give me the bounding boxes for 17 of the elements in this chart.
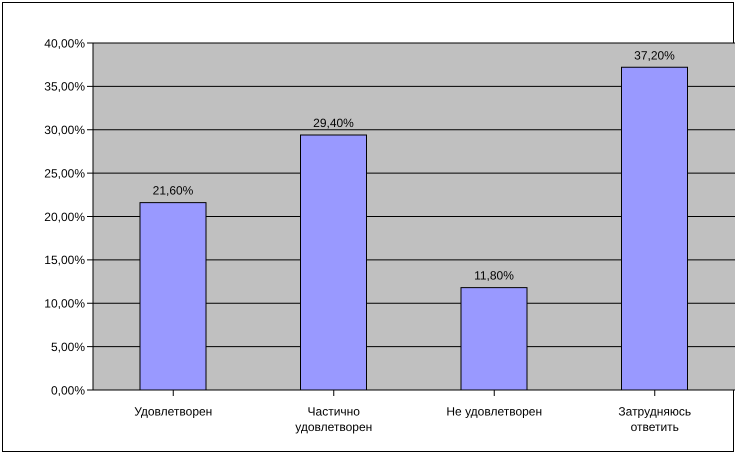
x-tick-label: Удовлетворен bbox=[134, 404, 212, 419]
y-tick-label: 0,00% bbox=[50, 383, 86, 398]
data-label: 37,20% bbox=[634, 48, 676, 62]
y-tick-label: 5,00% bbox=[50, 340, 86, 354]
x-tick-label: Частично удовлетворен bbox=[295, 404, 372, 434]
x-tick-label: Затрудняюсь ответить bbox=[618, 404, 692, 434]
x-tick-label: Не удовлетворен bbox=[446, 404, 542, 419]
y-tick-label: 25,00% bbox=[44, 166, 86, 180]
data-label: 21,60% bbox=[152, 184, 194, 198]
y-tick-label: 30,00% bbox=[44, 123, 86, 138]
y-tick-label: 20,00% bbox=[44, 210, 86, 224]
y-tick-label: 40,00% bbox=[44, 36, 86, 50]
y-tick-label: 10,00% bbox=[44, 296, 86, 311]
y-tick-label: 15,00% bbox=[44, 253, 86, 268]
y-tick-label: 35,00% bbox=[44, 80, 86, 94]
data-label: 11,80% bbox=[474, 268, 514, 283]
data-label: 29,40% bbox=[313, 116, 354, 130]
